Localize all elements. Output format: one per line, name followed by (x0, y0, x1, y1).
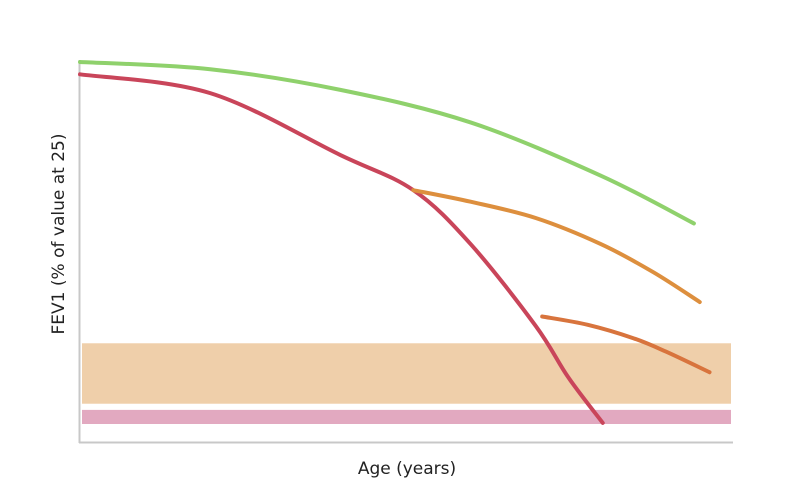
series-line-1 (78, 60, 696, 226)
series-line-4 (540, 314, 712, 375)
chart-bands (82, 343, 731, 424)
chart-series (78, 60, 712, 425)
x-axis-label: Age (years) (358, 459, 456, 479)
chart-axes (78, 60, 733, 444)
band-1 (82, 343, 731, 404)
band-2 (82, 409, 731, 424)
y-axis-label: FEV1 (% of value at 25) (49, 134, 69, 335)
series-line-3 (411, 188, 702, 305)
